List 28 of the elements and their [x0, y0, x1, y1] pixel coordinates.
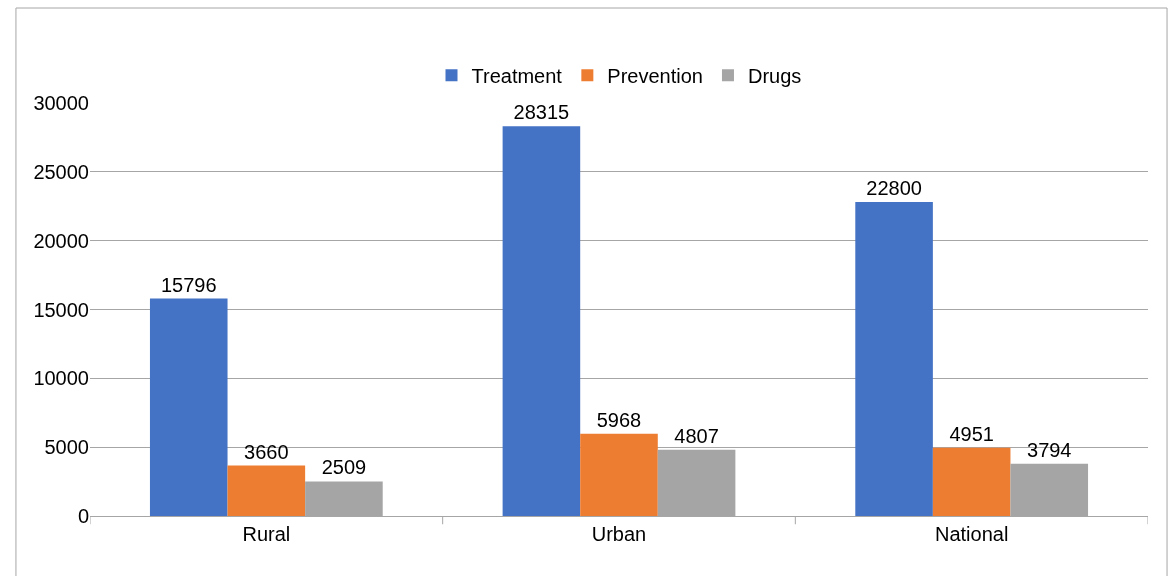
- bar: [149, 298, 228, 516]
- legend-label: Drugs: [747, 65, 802, 88]
- bar: [502, 126, 581, 516]
- bar: [580, 433, 658, 516]
- data-label: 22800: [866, 177, 922, 200]
- y-tick-label: 5000: [44, 436, 89, 459]
- y-tick-label: 30000: [33, 92, 89, 114]
- data-label: 4807: [674, 424, 719, 447]
- legend-label: Prevention: [607, 65, 703, 88]
- x-tick-label: National: [934, 523, 1009, 545]
- bar: [227, 465, 306, 516]
- data-label: 28315: [513, 101, 570, 124]
- x-tick-label: Urban: [591, 523, 647, 545]
- data-label: 15796: [160, 273, 217, 296]
- bar: [932, 447, 1011, 516]
- bar: [855, 202, 933, 516]
- y-tick-label: 20000: [33, 229, 89, 252]
- y-tick-label: 15000: [33, 298, 89, 321]
- data-label: 5968: [596, 408, 642, 431]
- legend-label: Treatment: [471, 65, 563, 88]
- y-tick-label: 25000: [33, 160, 89, 183]
- y-tick-label: 10000: [33, 367, 89, 390]
- y-tick-label: 0: [77, 505, 89, 527]
- data-label: 3660: [244, 440, 289, 463]
- data-label: 2509: [321, 456, 367, 479]
- x-tick-label: Rural: [242, 523, 291, 545]
- data-label: 4951: [949, 422, 994, 445]
- data-label: 3794: [1027, 438, 1072, 461]
